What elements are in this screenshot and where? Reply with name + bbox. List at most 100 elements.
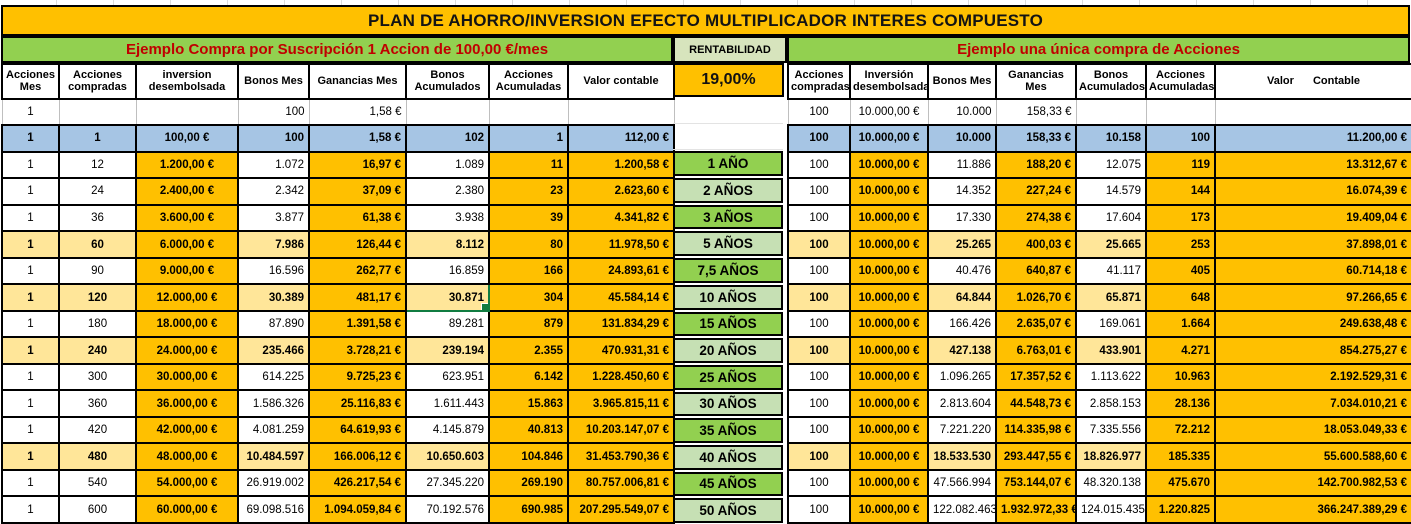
cell[interactable]: 1.228.450,60 € <box>567 362 675 392</box>
cell[interactable]: 10.000 <box>927 98 997 126</box>
cell[interactable]: 64.619,93 € <box>308 415 407 445</box>
cell[interactable] <box>58 98 137 126</box>
year-label-cell[interactable]: 3 AÑOS <box>673 204 783 230</box>
cell[interactable]: 4.081.259 <box>237 415 310 445</box>
cell[interactable]: 25.116,83 € <box>308 389 407 418</box>
rentabilidad-rate-cell[interactable]: 19,00% <box>673 63 784 97</box>
cell[interactable]: 10.484.597 <box>237 442 310 471</box>
cell[interactable]: 11.886 <box>927 150 997 180</box>
cell[interactable]: 100 <box>787 98 851 126</box>
cell[interactable]: 10.000,00 € <box>849 495 929 524</box>
cell[interactable]: 7.034.010,21 € <box>1214 389 1411 418</box>
cell[interactable]: 100 <box>787 362 851 392</box>
cell[interactable]: 100 <box>787 283 851 312</box>
cell[interactable]: 18.053.049,33 € <box>1214 415 1411 445</box>
cell[interactable]: 854.275,27 € <box>1214 336 1411 365</box>
column-header[interactable]: inversion desembolsada <box>135 63 239 100</box>
cell[interactable]: 18.000,00 € <box>135 309 239 339</box>
cell[interactable]: 10.000 <box>927 124 997 153</box>
year-label-cell[interactable]: 20 AÑOS <box>673 338 783 363</box>
cell[interactable]: 25.265 <box>927 230 997 259</box>
cell[interactable]: 1.200,00 € <box>135 150 239 180</box>
cell[interactable]: 2.192.529,31 € <box>1214 362 1411 392</box>
year-label-cell[interactable]: 40 AÑOS <box>673 444 783 470</box>
cell[interactable]: 100 <box>237 124 310 153</box>
cell[interactable]: 100 <box>787 442 851 471</box>
cell[interactable]: 7.986 <box>237 230 310 259</box>
cell[interactable]: 120 <box>58 283 137 312</box>
cell[interactable]: 19.409,04 € <box>1214 203 1411 233</box>
cell[interactable] <box>1214 98 1411 126</box>
cell[interactable]: 60 <box>58 230 137 259</box>
cell[interactable]: 100,00 € <box>135 124 239 153</box>
cell[interactable]: 470.931,31 € <box>567 336 675 365</box>
cell[interactable]: 12.075 <box>1075 150 1147 180</box>
cell[interactable]: 1 <box>1 468 60 498</box>
cell[interactable]: 48.000,00 € <box>135 442 239 471</box>
cell[interactable]: 480 <box>58 442 137 471</box>
cell[interactable]: 481,17 € <box>308 283 407 312</box>
cell[interactable]: 12.000,00 € <box>135 283 239 312</box>
cell[interactable]: 1.220.825 <box>1145 495 1216 524</box>
cell[interactable]: 207.295.549,07 € <box>567 495 675 524</box>
cell[interactable]: 1,58 € <box>308 124 407 153</box>
cell[interactable]: 36.000,00 € <box>135 389 239 418</box>
cell[interactable]: 16.596 <box>237 256 310 286</box>
cell[interactable]: 36 <box>58 203 137 233</box>
cell[interactable]: 24.893,61 € <box>567 256 675 286</box>
cell[interactable]: 1 <box>488 124 569 153</box>
cell[interactable]: 31.453.790,36 € <box>567 442 675 471</box>
cell[interactable]: 7.335.556 <box>1075 415 1147 445</box>
empty-cell[interactable] <box>673 97 783 124</box>
cell[interactable]: 1 <box>58 124 137 153</box>
cell[interactable]: 100 <box>787 309 851 339</box>
cell[interactable]: 100 <box>787 230 851 259</box>
cell[interactable]: 240 <box>58 336 137 365</box>
cell[interactable]: 10.000,00 € <box>849 309 929 339</box>
year-label-cell[interactable]: 7,5 AÑOS <box>673 258 783 283</box>
cell[interactable]: 10.000,00 € <box>849 124 929 153</box>
right-section-banner[interactable]: Ejemplo una única compra de Acciones <box>787 36 1410 63</box>
cell[interactable]: 100 <box>787 389 851 418</box>
cell[interactable]: 405 <box>1145 256 1216 286</box>
cell[interactable]: 30.000,00 € <box>135 362 239 392</box>
cell[interactable]: 1 <box>1 389 60 418</box>
cell[interactable]: 89.281 <box>405 309 490 339</box>
cell[interactable]: 122.082.463 <box>927 495 997 524</box>
cell[interactable]: 14.352 <box>927 177 997 206</box>
cell[interactable]: 3.965.815,11 € <box>567 389 675 418</box>
cell[interactable]: 11 <box>488 150 569 180</box>
cell[interactable]: 26.919.002 <box>237 468 310 498</box>
cell[interactable]: 300 <box>58 362 137 392</box>
column-header[interactable]: Acciones compradas <box>58 63 137 100</box>
column-header[interactable]: Ganancias Mes <box>995 63 1077 100</box>
cell[interactable]: 97.266,65 € <box>1214 283 1411 312</box>
cell[interactable]: 1 <box>1 203 60 233</box>
cell[interactable]: 10.000,00 € <box>849 256 929 286</box>
cell[interactable]: 100 <box>237 98 310 126</box>
cell[interactable]: 249.638,48 € <box>1214 309 1411 339</box>
cell[interactable]: 1.391,58 € <box>308 309 407 339</box>
cell[interactable]: 15.863 <box>488 389 569 418</box>
cell[interactable]: 640,87 € <box>995 256 1077 286</box>
empty-cell[interactable] <box>673 124 783 151</box>
column-header[interactable]: Inversión desembolsada <box>849 63 929 100</box>
cell[interactable]: 623.951 <box>405 362 490 392</box>
cell[interactable]: 47.566.994 <box>927 468 997 498</box>
cell[interactable]: 2.380 <box>405 177 490 206</box>
cell[interactable]: 10.650.603 <box>405 442 490 471</box>
cell[interactable]: 158,33 € <box>995 124 1077 153</box>
cell[interactable]: 42.000,00 € <box>135 415 239 445</box>
year-label-cell[interactable]: 25 AÑOS <box>673 364 783 390</box>
cell[interactable]: 1 <box>1 98 60 126</box>
cell[interactable]: 100 <box>1145 124 1216 153</box>
cell[interactable]: 1.611.443 <box>405 389 490 418</box>
year-label-cell[interactable]: 15 AÑOS <box>673 311 783 337</box>
cell[interactable]: 475.670 <box>1145 468 1216 498</box>
cell[interactable]: 3.728,21 € <box>308 336 407 365</box>
cell[interactable]: 253 <box>1145 230 1216 259</box>
cell[interactable]: 30.389 <box>237 283 310 312</box>
cell[interactable]: 9.000,00 € <box>135 256 239 286</box>
cell[interactable]: 1 <box>1 177 60 206</box>
cell[interactable]: 144 <box>1145 177 1216 206</box>
